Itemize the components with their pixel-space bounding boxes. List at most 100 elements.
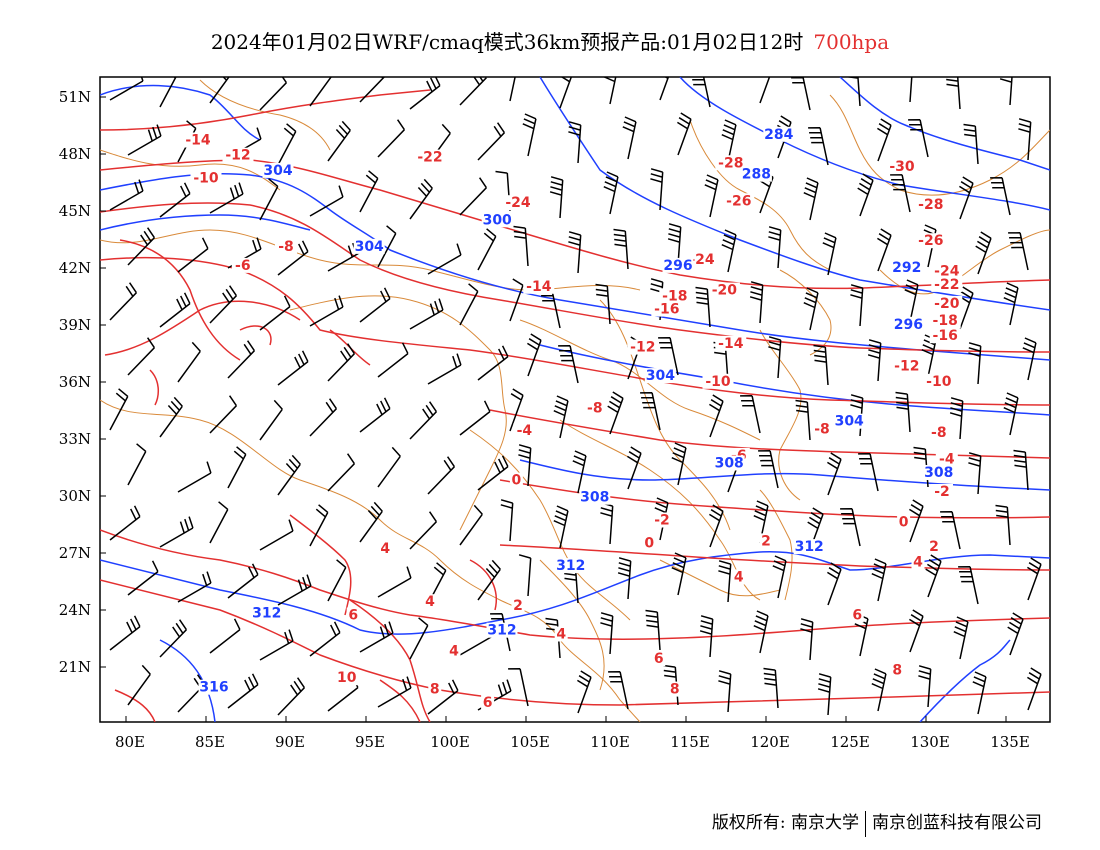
- temperature-label: 2: [761, 533, 771, 549]
- temperature-label-bg: [929, 313, 961, 328]
- wind-barb: [753, 610, 769, 654]
- temperature-label-bg: [931, 276, 963, 292]
- wind-barb: [559, 77, 573, 109]
- temperature-label-bg: [190, 170, 222, 186]
- wind-barb: [909, 609, 924, 653]
- temperature-label: 4: [380, 541, 390, 557]
- geopotential-label-bg: [763, 126, 795, 142]
- wind-barb: [671, 442, 687, 486]
- temperature-label-bg: [231, 257, 254, 273]
- temperature-label: -24: [689, 252, 715, 268]
- wind-barb: [477, 455, 509, 491]
- temperature-label: -22: [417, 150, 442, 166]
- wind-barb: [509, 77, 516, 102]
- temperature-label: -6: [235, 258, 251, 274]
- temperature-labels: -14-12-10-22-24-28 -30-26 -28-26-24-24-22-…: [182, 132, 963, 711]
- wind-barb: [477, 122, 506, 161]
- wind-barb: [159, 77, 177, 108]
- wind-barb: [600, 612, 614, 655]
- wind-barb: [277, 350, 309, 386]
- wind-barb: [427, 243, 462, 275]
- geopotential-label-bg: [353, 238, 385, 254]
- wind-barb: [327, 559, 347, 602]
- temperature-label: 4: [425, 594, 435, 610]
- temperature-label: -20: [712, 283, 738, 299]
- temperature-label: -8: [931, 425, 947, 441]
- temperature-label: 8: [670, 682, 680, 698]
- wind-barb: [704, 174, 719, 218]
- temperature-label: 0: [899, 514, 909, 530]
- temperature-label-bg: [715, 335, 747, 351]
- wind-barb: [1003, 282, 1019, 326]
- lon-tick-label: 95E: [355, 733, 385, 751]
- lon-tick-label: 125E: [830, 733, 870, 751]
- wind-barb: [758, 450, 779, 489]
- temperature-label: -4: [517, 423, 533, 439]
- wind-barb: [277, 240, 309, 276]
- wind-barb: [572, 450, 587, 494]
- wind-barb: [753, 500, 769, 544]
- wind-barb: [459, 77, 488, 106]
- wind-barb: [963, 123, 979, 165]
- geopotential-label-bg: [644, 368, 676, 384]
- wind-barb: [813, 344, 829, 386]
- temperature-label-bg: [346, 607, 360, 623]
- wind-barb: [871, 558, 887, 602]
- wind-barb: [227, 673, 259, 709]
- wind-barb: [925, 554, 942, 598]
- wind-barb: [259, 178, 279, 221]
- wind-barb: [259, 629, 294, 661]
- geopotential-label: 312: [252, 606, 281, 622]
- wind-barb: [759, 77, 771, 104]
- wind-barb: [709, 394, 724, 438]
- wind-barb: [918, 665, 932, 708]
- wind-barb: [309, 295, 344, 327]
- wind-barb: [209, 501, 229, 544]
- geopotential-label: 300: [483, 212, 512, 228]
- wind-barb: [803, 177, 819, 221]
- temperature-label: 6: [348, 608, 358, 624]
- lon-tick-label: 115E: [670, 733, 710, 751]
- wind-barb: [807, 507, 824, 551]
- wind-barb: [327, 343, 356, 382]
- wind-barb: [808, 127, 829, 166]
- geopotential-label: 304: [355, 239, 384, 255]
- wind-barb: [958, 566, 979, 605]
- wind-barb: [871, 668, 887, 712]
- wind-barb: [377, 119, 406, 158]
- temperature-label-bg: [513, 423, 536, 439]
- wind-barb: [895, 391, 911, 433]
- temperature-label-bg: [428, 681, 442, 697]
- temperature-label: 6: [852, 608, 862, 624]
- temperature-label-bg: [923, 373, 955, 389]
- geopotential-label: 284: [764, 127, 793, 143]
- wind-barb: [999, 77, 1013, 106]
- lat-tick-label: 48N: [59, 145, 91, 163]
- temperature-label-bg: [935, 451, 958, 467]
- lat-tick-label: 24N: [59, 601, 91, 619]
- geopotential-label: 296: [894, 317, 923, 333]
- wind-barb: [227, 340, 256, 379]
- geopotential-label: 312: [487, 623, 516, 639]
- wind-barb: [667, 223, 682, 266]
- temperature-label-bg: [897, 514, 911, 530]
- wind-barb: [527, 333, 542, 377]
- lon-tick-label: 85E: [195, 733, 225, 751]
- wind-barb: [768, 336, 782, 379]
- wind-barb: [795, 399, 811, 441]
- temperature-label-bg: [927, 425, 950, 441]
- wind-barb: [427, 456, 456, 495]
- temperature-label-bg: [929, 328, 961, 344]
- wind-barb: [692, 77, 711, 108]
- wind-barb: [671, 552, 687, 596]
- wind-barb: [995, 504, 1011, 546]
- wind-barb: [159, 292, 191, 328]
- wind-barb: [309, 504, 329, 547]
- wind-barb: [259, 399, 283, 441]
- wind-barb: [509, 278, 524, 322]
- wind-barb: [577, 670, 592, 714]
- wind-barb: [904, 279, 919, 323]
- lon-tick-label: 105E: [510, 733, 550, 751]
- wind-barb: [327, 120, 351, 162]
- temperature-label-bg: [915, 197, 947, 213]
